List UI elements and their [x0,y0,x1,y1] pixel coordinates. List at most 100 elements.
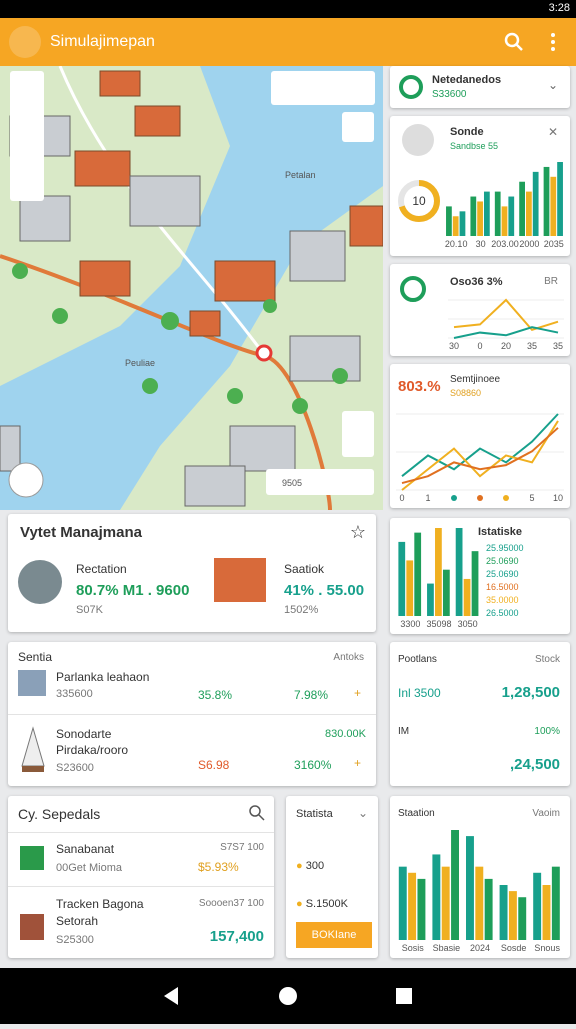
locate-button[interactable] [342,411,374,457]
card-action[interactable]: Antoks [333,652,364,663]
nav-buttons [164,987,412,1005]
row-value: S6.98 [198,758,230,772]
panel-tag: BR [544,276,558,287]
bar [452,216,459,236]
home[interactable] [279,987,297,1005]
x-tick-label: 2024 [470,943,490,953]
map[interactable]: Petalan Peuliae 9505 [0,66,383,510]
bar [519,181,525,236]
button[interactable]: BOKIane [296,922,372,948]
stock-value: 1,28,500 [501,684,560,701]
bar [398,541,406,616]
app-title: Simulajimepan [50,33,155,50]
x-tick-label: Sosde [501,943,527,953]
bar-chart: Sosis Sbasie 2024 Sosde Snous [398,830,560,953]
line [401,427,559,485]
menu-icon[interactable] [548,31,558,53]
row-value: S23600 [56,762,94,774]
card-action[interactable]: Stock [534,654,560,665]
bar [532,171,539,236]
ring: 10 [398,180,440,222]
card-title: Staation [398,808,435,819]
row-value: 35.8% [198,688,233,702]
panel: Istatiske 25.95000 25.0690 25.0690 16.5000 3… [390,518,570,634]
bar [414,532,422,616]
bar [499,885,508,940]
stat-item: ● S.1500K [296,898,348,910]
close[interactable]: ✕ [547,125,558,139]
map-label: 9505 [282,478,302,488]
x-tick-label: Snous [534,943,560,953]
x-tick-label: 0 [477,341,482,351]
line-chart: 0 1 5 10 [396,413,564,503]
x-tick-label: 35 [553,341,563,351]
status-bar: 3:28 [0,0,576,18]
item-stats: 41% . 55.00 [284,582,365,599]
panel-subtitle: S33600 [432,89,467,100]
bar [508,891,517,940]
stat-value: S.1500K [305,898,348,910]
panel-title: Netedanedos [432,74,502,86]
row-name: Tracken Bagona Setorah [56,897,144,928]
stock-label: IM [398,726,410,737]
chevron[interactable]: ⌄ [547,78,558,92]
logo[interactable] [9,26,41,58]
legend: 25.95000 25.0690 25.0690 16.5000 35.0000 26.5… [486,542,524,620]
recents[interactable] [396,988,412,1004]
bar [518,897,527,940]
x-tick-label: 2000 [519,239,539,249]
table-card: Sentia Antoks Parlanka leahaon 335600 35… [8,642,376,786]
divider [8,714,376,715]
bar [475,866,484,940]
search-icon[interactable] [248,804,266,822]
panel-value: 803.% [398,378,441,395]
divider [8,832,274,833]
avatar [402,124,434,156]
add[interactable]: + [354,686,362,700]
legend-item: 35.0000 [486,595,519,605]
panel-subtitle: Sandbse 55 [450,141,499,151]
map-chip[interactable] [266,469,374,495]
bar [543,166,550,236]
house-icon [214,558,266,602]
stat-item: ● 300 [296,860,325,872]
line [453,326,559,339]
ring-icon [399,75,423,99]
stock-card: Pootlans Stock Inl 3500 1,28,500 IM 100%… [390,642,570,786]
row-value: S7S7 100 [220,842,264,853]
row-icon [20,846,44,870]
zoom-button[interactable] [8,462,44,498]
stock-pre: Inl 3500 [398,686,441,700]
card-title: Pootlans [398,654,437,665]
compass-button[interactable] [342,112,374,142]
map-tools[interactable] [271,71,375,105]
search-icon[interactable] [503,31,525,53]
card-action[interactable]: Vaoim [532,808,560,819]
chevron[interactable]: ⌄ [357,806,368,820]
row-sub: 00Get Mioma [56,862,123,874]
x-tick-label: Sosis [402,943,425,953]
add[interactable]: + [354,756,362,770]
back[interactable] [164,987,178,1005]
legend-item: 25.95000 [486,543,524,553]
x-tick-label: 1 [425,493,430,503]
map-toolbar[interactable] [10,71,44,201]
bar [463,578,471,616]
panel[interactable]: Netedanedos S33600 ⌄ [390,66,570,108]
bar [470,196,477,236]
bar [477,201,483,236]
star[interactable]: ☆ [349,522,366,542]
x-tick-label: 10 [553,493,563,503]
ring-icon [400,276,426,302]
panel-title: Semtjinoee [450,374,501,385]
statista-card: Statista ⌄ ● 300 ● S.1500K BOKIane [286,796,378,958]
row-value: 7.98% [294,688,329,702]
row-value: 157,400 [209,928,264,945]
row-value: 830.00K [325,728,366,740]
x-tick-label: 35098 [426,619,451,629]
panel-title: Oso36 3% [450,276,503,288]
bar [432,854,441,940]
bar [557,162,563,236]
item-name: Saatiok [284,562,325,576]
